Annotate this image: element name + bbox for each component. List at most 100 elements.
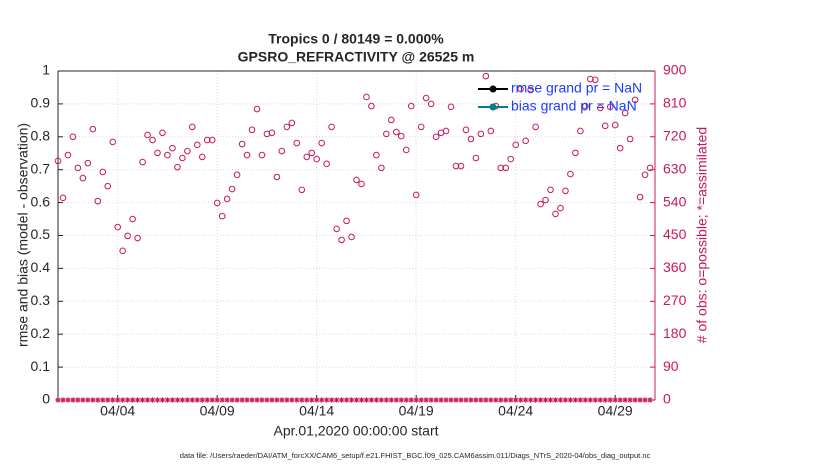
point — [641, 171, 649, 179]
point — [483, 397, 489, 403]
point — [274, 397, 280, 403]
point — [184, 397, 191, 403]
point — [423, 397, 429, 403]
point — [209, 397, 216, 403]
point — [149, 397, 156, 403]
point — [278, 147, 286, 155]
point — [204, 397, 211, 403]
point — [397, 132, 405, 140]
point — [114, 397, 121, 403]
point — [627, 397, 633, 403]
point — [616, 144, 624, 152]
point — [587, 397, 594, 403]
point — [294, 397, 300, 403]
y2-tick-label: 180 — [663, 325, 687, 341]
point — [99, 397, 106, 403]
point — [289, 397, 295, 403]
point — [224, 397, 230, 403]
point — [507, 155, 515, 163]
point — [244, 397, 250, 403]
point — [577, 127, 584, 135]
point — [124, 397, 131, 403]
point — [198, 153, 206, 161]
point — [497, 164, 505, 172]
point — [502, 397, 509, 403]
point — [368, 102, 375, 110]
y-tick-label: 0.6 — [31, 193, 51, 209]
y-tick-label: 1 — [42, 62, 50, 78]
chart-subtitle: GPSRO_REFRACTIVITY @ 26525 m — [238, 49, 475, 65]
point — [318, 397, 325, 403]
point — [94, 197, 102, 205]
point — [218, 212, 226, 220]
y-tick-label: 0.9 — [31, 95, 51, 111]
point — [473, 397, 479, 403]
point — [557, 397, 564, 403]
point — [194, 397, 201, 403]
point — [80, 397, 86, 403]
point — [542, 196, 549, 204]
point — [60, 397, 66, 403]
point — [233, 171, 241, 179]
point — [194, 141, 201, 149]
point — [402, 146, 410, 154]
point — [279, 397, 285, 403]
point — [442, 127, 450, 135]
point — [154, 397, 161, 403]
point — [164, 151, 171, 159]
point — [428, 397, 434, 403]
point — [258, 151, 266, 159]
point — [517, 85, 524, 93]
y2-tick-label: 810 — [663, 95, 687, 111]
point — [184, 147, 191, 155]
point — [323, 160, 330, 168]
point — [89, 125, 97, 133]
point — [572, 397, 579, 403]
legend-label: rmse grand pr = NaN — [511, 80, 642, 96]
x-tick-label: 04/14 — [299, 403, 334, 419]
point — [288, 119, 296, 127]
y2-tick-label: 360 — [663, 259, 687, 275]
point — [139, 158, 146, 166]
point — [328, 123, 335, 131]
point — [338, 397, 345, 403]
point — [259, 397, 265, 403]
point — [477, 130, 485, 138]
point — [567, 170, 574, 178]
point — [612, 397, 618, 403]
point — [253, 105, 261, 113]
x-tick-label: 04/04 — [100, 403, 135, 419]
point — [507, 397, 514, 403]
point — [134, 397, 141, 403]
point — [104, 182, 112, 190]
point — [159, 397, 166, 403]
point — [189, 123, 196, 131]
point — [493, 397, 499, 403]
point — [343, 217, 350, 225]
x-tick-label: 04/24 — [498, 403, 533, 419]
point — [348, 397, 355, 403]
point — [621, 109, 629, 117]
point — [601, 122, 609, 130]
point — [636, 193, 644, 201]
point — [463, 397, 469, 403]
point — [169, 144, 176, 152]
point — [388, 116, 395, 124]
y-tick-label: 0.2 — [31, 325, 51, 341]
point — [179, 397, 186, 403]
point — [457, 162, 465, 170]
point — [64, 151, 72, 159]
point — [378, 164, 385, 172]
point — [487, 127, 495, 135]
point — [54, 157, 62, 165]
point — [383, 397, 390, 403]
y2-tick-label: 0 — [663, 391, 671, 407]
point — [537, 200, 544, 208]
y2-tick-label: 540 — [663, 193, 687, 209]
point — [269, 397, 275, 403]
point — [517, 397, 524, 403]
point — [407, 102, 415, 110]
y2-tick-label: 90 — [663, 358, 679, 374]
point — [422, 94, 430, 102]
